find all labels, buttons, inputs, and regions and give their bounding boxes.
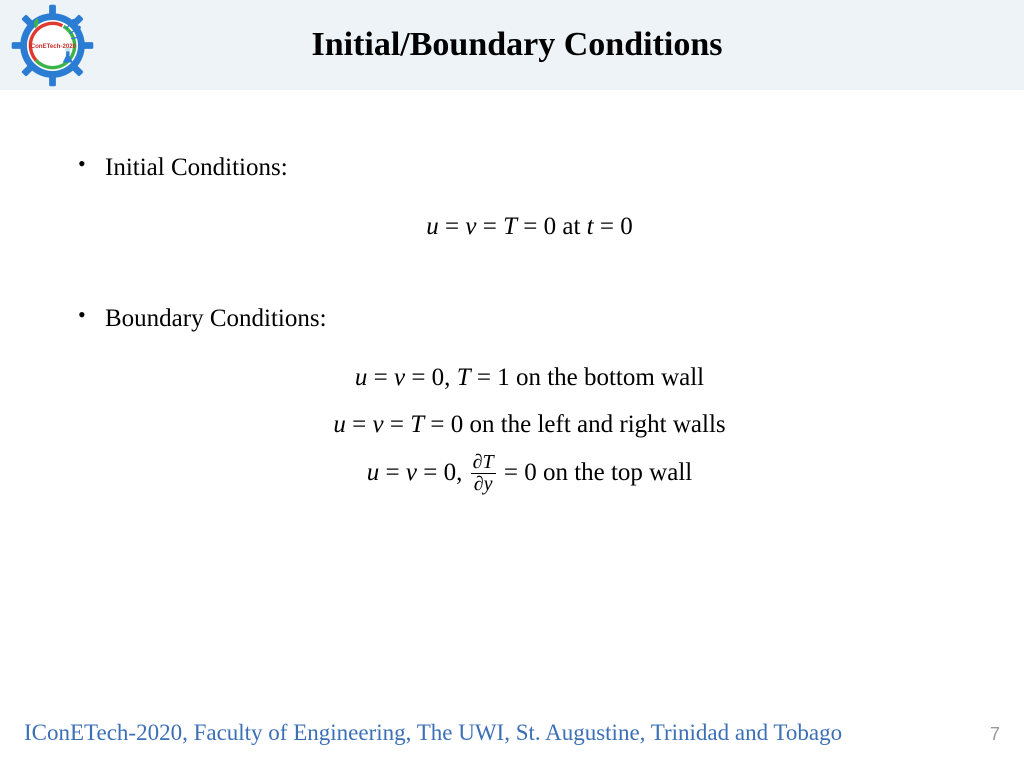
equation-line: u = v = T = 0 on the left and right wall… — [105, 401, 954, 449]
equation-line: u = v = T = 0 at t = 0 — [105, 203, 954, 251]
bullet-item: Boundary Conditions: u = v = 0, T = 1 on… — [70, 301, 954, 497]
bullet-label: Boundary Conditions: — [105, 301, 954, 336]
page-number: 7 — [990, 724, 1000, 745]
slide-footer: IConETech-2020, Faculty of Engineering, … — [0, 720, 1024, 746]
svg-text:IConETech-2020: IConETech-2020 — [29, 43, 77, 50]
bullet-list: Initial Conditions: u = v = T = 0 at t =… — [70, 150, 954, 496]
equation-block: u = v = T = 0 at t = 0 — [105, 203, 954, 251]
bullet-item: Initial Conditions: u = v = T = 0 at t =… — [70, 150, 954, 251]
equation-line: u = v = 0, ∂T∂y = 0 on the top wall — [105, 449, 954, 497]
conference-logo: IConETech-2020 — [10, 3, 95, 88]
equation-block: u = v = 0, T = 1 on the bottom wall u = … — [105, 354, 954, 497]
equation-line: u = v = 0, T = 1 on the bottom wall — [105, 354, 954, 402]
slide-title: Initial/Boundary Conditions — [95, 26, 1024, 64]
slide-body: Initial Conditions: u = v = T = 0 at t =… — [0, 90, 1024, 496]
footer-text: IConETech-2020, Faculty of Engineering, … — [24, 720, 980, 746]
bullet-label: Initial Conditions: — [105, 150, 954, 185]
slide-header: IConETech-2020 Initial/Boundary Conditio… — [0, 0, 1024, 90]
